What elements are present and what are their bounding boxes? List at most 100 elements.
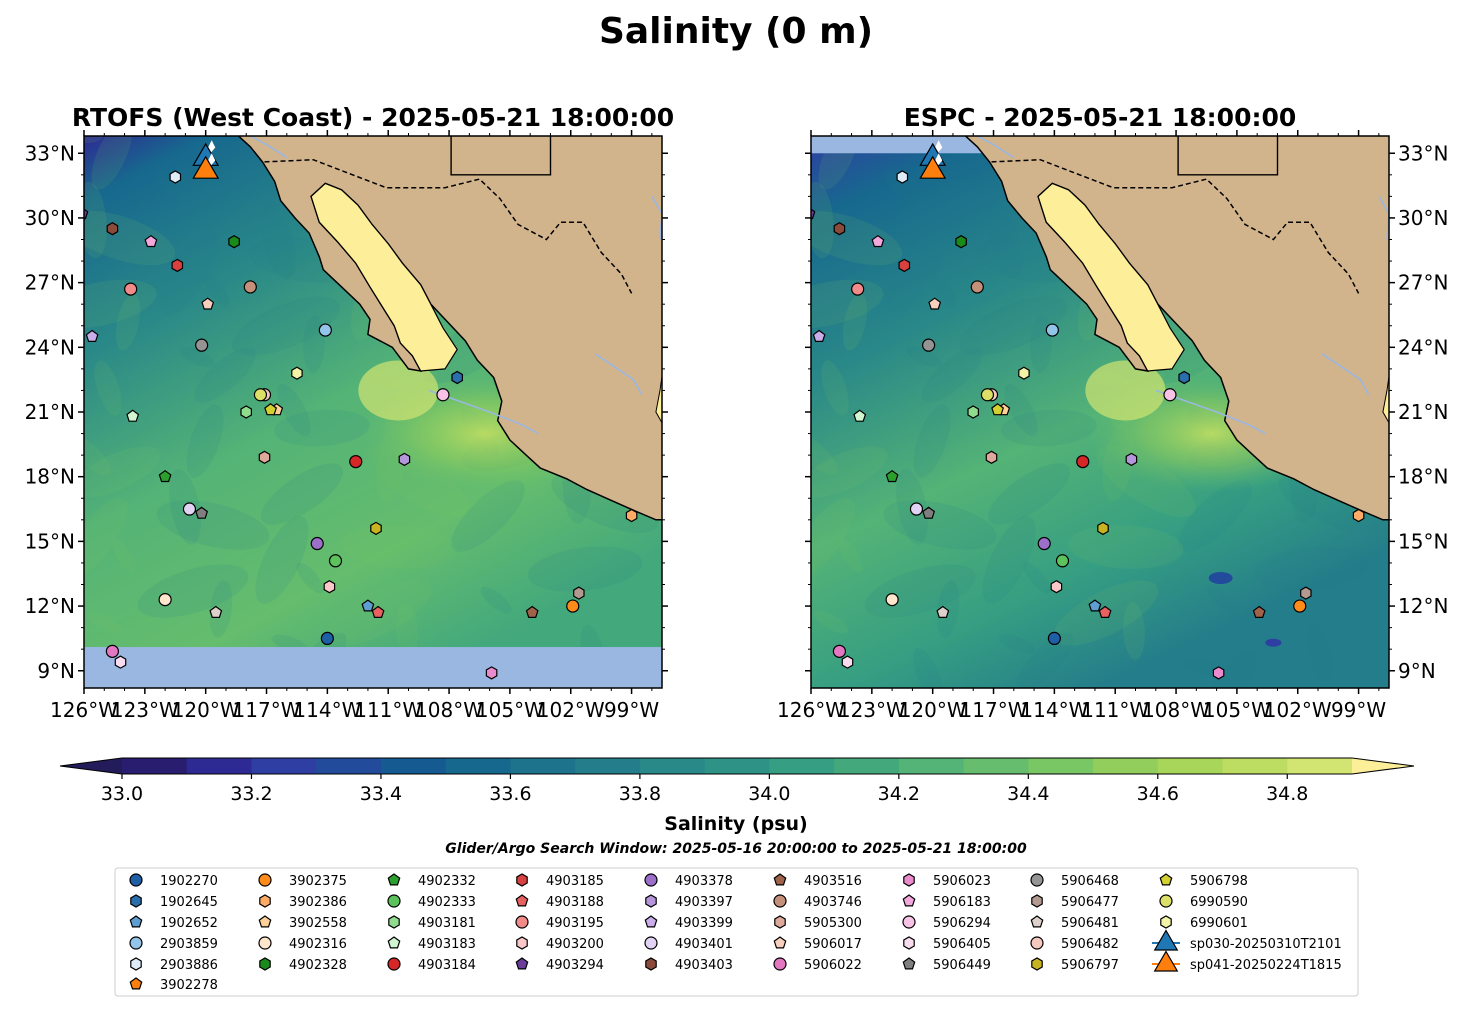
map-marker-4903397 (398, 452, 411, 467)
legend-label: 5906468 (1061, 874, 1119, 889)
y-tick-label: 21°N (25, 400, 75, 424)
map-marker-4903516 (525, 605, 539, 619)
x-tick-label: 102°W (1264, 698, 1332, 722)
legend-item: 4903185 (516, 873, 604, 889)
map-marker-3902375 (1293, 599, 1307, 613)
colorbar-bin (1093, 758, 1159, 774)
legend-item: 4903183 (387, 936, 476, 952)
legend-marker (903, 873, 915, 887)
map-marker-6990590 (253, 388, 268, 402)
colorbar-bin (122, 758, 188, 774)
y-tick-label: 15°N (1398, 529, 1448, 553)
search-window-label: Glider/Argo Search Window: 2025-05-16 20… (445, 841, 1027, 857)
legend-label: 4903188 (546, 895, 604, 910)
legend-marker (774, 915, 786, 929)
map-marker-5906468 (922, 338, 936, 352)
map-marker-6990601 (291, 366, 303, 380)
map-marker-5906022 (105, 644, 119, 658)
map-marker-sp041-20250224T1815 (192, 155, 220, 179)
legend-marker (902, 957, 916, 970)
legend-marker (773, 936, 787, 949)
legend-label: 4903294 (546, 958, 604, 973)
legend-item: 5906481 (1030, 915, 1119, 931)
colorbar-bin (380, 758, 447, 774)
map-marker-2903886 (896, 170, 909, 184)
x-tick-label: 102°W (537, 698, 605, 722)
map-marker-2903859 (318, 323, 332, 337)
map-marker-3902375 (566, 599, 580, 613)
colorbar-bin (251, 758, 317, 774)
legend-label: 5906017 (804, 937, 862, 952)
map-marker-5906294 (436, 388, 450, 402)
colorbar-bin (186, 758, 253, 774)
map-marker-4902328 (955, 235, 967, 249)
legend-label: 4903401 (675, 937, 733, 952)
legend-item: 4903516 (773, 873, 862, 889)
salinity-colorbar: 33.0 33.2 33.4 33.6 33.8 34.0 34.2 34.4 34.6 34.8 (59, 757, 1415, 805)
map-marker-4903294 (811, 208, 816, 220)
legend-label: 3902375 (289, 874, 347, 889)
legend-marker (516, 936, 528, 950)
legend-marker (1159, 873, 1173, 886)
map-marker-4902332 (885, 469, 899, 483)
colorbar-tick-label: 33.2 (230, 783, 272, 805)
legend-label: 4903181 (418, 916, 476, 931)
legend-marker (387, 894, 401, 908)
legend-label: 4902333 (418, 895, 476, 910)
legend-item: 5906183 (902, 894, 991, 910)
legend-item: 4903181 (388, 915, 476, 931)
map-marker-4903184 (349, 454, 363, 469)
map-marker-5906017 (928, 297, 942, 310)
legend-label: 3902558 (289, 916, 347, 931)
legend-label: 6990601 (1190, 916, 1248, 931)
colorbar-tick-label: 33.6 (489, 783, 531, 805)
legend-marker (902, 915, 916, 929)
x-tick-label: 111°W (354, 698, 422, 722)
legend-marker (259, 894, 271, 908)
legend-marker (258, 915, 272, 928)
y-tick-label: 24°N (1398, 335, 1448, 359)
map-marker-4903399 (85, 329, 99, 342)
legend-marker (644, 915, 658, 928)
map-marker-4903185 (171, 258, 184, 273)
map-marker-4903181 (240, 405, 252, 419)
legend-marker (1030, 936, 1044, 950)
legend-item: 3902386 (259, 894, 347, 910)
legend-marker (1031, 957, 1043, 971)
legend-item: 4903195 (515, 915, 604, 931)
map-marker-4903746 (243, 280, 257, 294)
panel-title: RTOFS (West Coast) - 2025-05-21 18:00:00 (72, 103, 674, 132)
legend-label: 4902328 (289, 958, 347, 973)
map-marker-4902328 (228, 235, 240, 249)
colorbar-tick-label: 34.2 (878, 783, 920, 805)
legend-item: 5906294 (902, 915, 991, 931)
map-marker-4902332 (158, 469, 172, 483)
map-marker-4903401 (909, 502, 924, 516)
legend-marker (515, 894, 529, 907)
colorbar-tick-label: 33.0 (101, 783, 143, 805)
y-tick-label: 9°N (37, 659, 75, 683)
legend-item: 4903184 (387, 957, 476, 973)
x-tick-label: 123°W (111, 698, 179, 722)
legend-marker (129, 936, 143, 950)
map-marker-4903401 (182, 502, 197, 516)
legend-marker (515, 957, 529, 970)
legend-item: 4902316 (258, 936, 347, 952)
legend-label: 5906477 (1061, 895, 1119, 910)
legend-label: 4903403 (675, 958, 733, 973)
legend-item: 4903403 (645, 957, 733, 973)
legend-marker (1153, 950, 1179, 972)
map-marker-5906797 (1097, 521, 1109, 536)
map-marker-4903399 (812, 329, 826, 342)
legend-label: 4902332 (418, 874, 476, 889)
legend-item: 2903859 (129, 936, 218, 952)
map-marker-4902333 (1055, 554, 1070, 568)
legend-marker (1031, 894, 1043, 908)
map-marker-5906798 (264, 403, 278, 416)
legend-label: 4903516 (804, 874, 862, 889)
legend-marker (773, 957, 787, 971)
legend-item: 5906405 (903, 936, 991, 952)
x-tick-label: 120°W (899, 698, 967, 722)
legend-item: 4903378 (644, 873, 733, 889)
map-marker-5906477 (573, 586, 585, 600)
